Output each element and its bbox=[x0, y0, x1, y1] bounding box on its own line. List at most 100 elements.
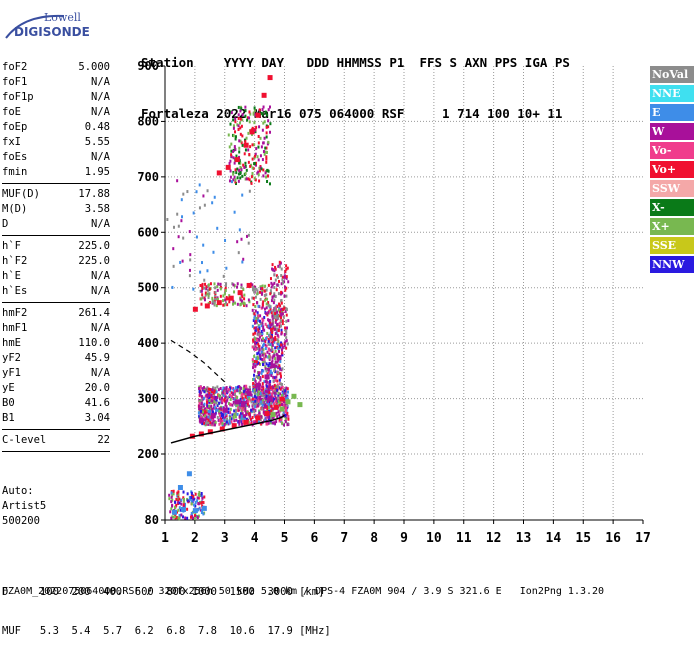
echo-pixel bbox=[279, 387, 282, 391]
echo-pixel bbox=[243, 414, 246, 418]
echo-pixel bbox=[221, 412, 224, 416]
echo-pixel bbox=[277, 400, 280, 404]
echo-pixel bbox=[284, 409, 287, 413]
echo-pixel bbox=[235, 154, 238, 158]
echo-pixel bbox=[182, 503, 185, 507]
echo-pixel bbox=[277, 316, 280, 320]
param-name: foF2 bbox=[2, 61, 28, 73]
echo-pixel bbox=[208, 408, 211, 412]
data-point bbox=[270, 412, 276, 418]
echo-pixel bbox=[262, 168, 265, 172]
echo-pixel bbox=[280, 320, 283, 324]
echo-pixel bbox=[198, 494, 201, 498]
echo-pixel bbox=[275, 364, 278, 368]
echo-pixel bbox=[222, 386, 225, 390]
echo-pixel bbox=[265, 135, 268, 139]
echo-pixel bbox=[269, 364, 272, 368]
echo-pixel bbox=[227, 422, 230, 426]
x-tick-label: 12 bbox=[486, 531, 502, 546]
echo-pixel bbox=[261, 321, 264, 325]
echo-pixel bbox=[201, 416, 204, 420]
echo-pixel bbox=[207, 288, 210, 292]
echo-pixel bbox=[271, 385, 274, 389]
echo-pixel bbox=[211, 421, 214, 425]
echo-pixel bbox=[219, 387, 222, 391]
echo-pixel bbox=[285, 397, 288, 401]
echo-pixel bbox=[266, 392, 269, 396]
param-name: yF2 bbox=[2, 352, 21, 364]
echo-pixel bbox=[259, 321, 262, 325]
echo-pixel bbox=[259, 287, 262, 291]
echo-pixel bbox=[225, 297, 228, 301]
echo-pixel bbox=[240, 417, 243, 421]
echo-pixel bbox=[267, 340, 270, 344]
echo-pixel bbox=[191, 510, 194, 514]
echo-pixel bbox=[280, 348, 283, 352]
echo-pixel bbox=[245, 387, 248, 391]
echo-pixel bbox=[202, 194, 205, 198]
echo-pixel bbox=[237, 179, 240, 183]
logo-swoosh-icon bbox=[5, 14, 65, 39]
echo-pixel bbox=[213, 405, 216, 409]
echo-pixel bbox=[246, 116, 249, 120]
legend-item-noval: NoVal bbox=[650, 66, 694, 83]
echo-pixel bbox=[232, 118, 235, 122]
echo-pixel bbox=[252, 296, 255, 300]
echo-pixel bbox=[240, 237, 243, 241]
echo-pixel bbox=[237, 113, 240, 117]
echo-pixel bbox=[281, 343, 284, 347]
echo-pixel bbox=[266, 142, 269, 146]
echo-pixel bbox=[278, 419, 281, 423]
echo-pixel bbox=[243, 388, 246, 392]
echo-pixel bbox=[274, 306, 277, 310]
echo-pixel bbox=[266, 415, 269, 419]
echo-pixel bbox=[255, 147, 258, 151]
echo-pixel bbox=[273, 376, 276, 380]
echo-pixel bbox=[225, 405, 228, 409]
echo-pixel bbox=[258, 169, 261, 173]
echo-pixel bbox=[257, 145, 260, 149]
echo-pixel bbox=[222, 393, 225, 397]
echo-pixel bbox=[210, 393, 213, 397]
echo-pixel bbox=[265, 344, 268, 348]
echo-pixel bbox=[236, 412, 239, 416]
echo-pixel bbox=[266, 405, 269, 409]
echo-pixel bbox=[199, 270, 202, 274]
echo-pixel bbox=[286, 396, 289, 400]
echo-pixel bbox=[214, 286, 217, 290]
echo-pixel bbox=[259, 285, 262, 289]
data-point bbox=[201, 505, 207, 511]
echo-pixel bbox=[208, 287, 211, 291]
echo-pixel bbox=[237, 402, 240, 406]
echo-pixel bbox=[277, 385, 280, 389]
echo-pixel bbox=[234, 392, 237, 396]
echo-pixel bbox=[203, 396, 206, 400]
x-tick-label: 11 bbox=[456, 531, 472, 546]
echo-pixel bbox=[253, 361, 256, 365]
echo-pixel bbox=[244, 164, 247, 168]
echo-pixel bbox=[226, 303, 229, 307]
param-value: 5.000 bbox=[78, 61, 110, 73]
echo-pixel bbox=[240, 141, 243, 145]
echo-pixel bbox=[198, 183, 201, 187]
echo-pixel bbox=[224, 403, 227, 407]
echo-pixel bbox=[261, 382, 264, 386]
echo-pixel bbox=[172, 225, 175, 229]
echo-pixel bbox=[283, 403, 286, 407]
echo-pixel bbox=[261, 332, 264, 336]
echo-pixel bbox=[267, 324, 270, 328]
echo-pixel bbox=[254, 379, 257, 383]
x-tick-label: 1 bbox=[161, 531, 169, 546]
echo-pixel bbox=[211, 390, 214, 394]
param-name: C-level bbox=[2, 434, 47, 446]
echo-pixel bbox=[239, 406, 242, 410]
echo-pixel bbox=[215, 408, 218, 412]
echo-pixel bbox=[284, 389, 287, 393]
param-name: MUF(D) bbox=[2, 188, 40, 200]
echo-pixel bbox=[228, 294, 231, 298]
echo-pixel bbox=[245, 384, 248, 388]
echo-pixel bbox=[267, 311, 270, 315]
x-tick-label: 13 bbox=[516, 531, 532, 546]
echo-pixel bbox=[215, 401, 218, 405]
echo-pixel bbox=[229, 397, 232, 401]
